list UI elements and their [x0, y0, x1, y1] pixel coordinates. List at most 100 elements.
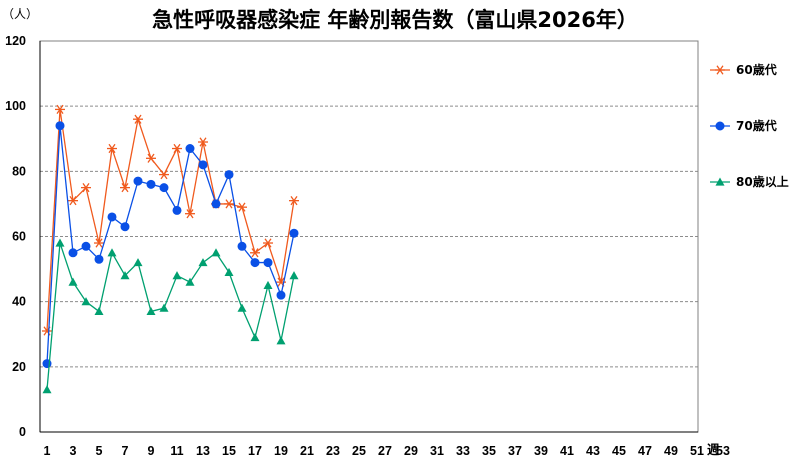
x-tick-label-7: 7 [122, 444, 129, 458]
data-point-s3-w11 [172, 271, 182, 280]
data-point-s3-w6 [107, 248, 117, 257]
data-point-s1-w17 [250, 248, 260, 258]
x-axis-unit-label: 週 [707, 442, 720, 457]
x-tick-label-21: 21 [300, 444, 314, 458]
data-point-s1-w19-stroke-2 [277, 277, 285, 287]
x-tick-label-49: 49 [664, 444, 678, 458]
data-point-s1-w11-stroke-2 [173, 143, 181, 154]
legend: 60歳代 70歳代 80歳以上 [710, 62, 789, 189]
x-tick-label-53: 53 [716, 444, 730, 458]
legend-label-1: 60歳代 [736, 62, 777, 77]
y-tick-label-80: 80 [12, 164, 26, 178]
legend-label-2: 70歳代 [736, 118, 777, 133]
data-point-s1-w16 [237, 202, 247, 212]
data-point-s1-w20 [289, 196, 299, 206]
data-point-s1-w10-stroke-2 [160, 169, 168, 180]
x-tick-label-39: 39 [534, 444, 548, 458]
x-tick-label-3: 3 [70, 444, 77, 458]
data-point-s2-w13 [198, 160, 208, 170]
x-tick-label-5: 5 [96, 444, 103, 458]
data-point-s3-w12 [185, 277, 195, 286]
data-point-s3-w7 [120, 271, 130, 280]
data-point-s1-w4-stroke-2 [82, 183, 90, 193]
data-point-s3-w3 [68, 277, 78, 286]
data-point-s1-w12 [185, 209, 195, 219]
data-point-s2-w6 [107, 212, 117, 222]
data-point-s2-w16 [237, 241, 247, 251]
x-tick-label-41: 41 [560, 444, 574, 458]
data-point-s1-w18-stroke-2 [264, 238, 272, 248]
x-tick-label-1: 1 [44, 444, 51, 458]
x-tick-label-51: 51 [690, 444, 704, 458]
y-tick-label-100: 100 [5, 99, 26, 113]
data-point-s3-w2 [55, 238, 65, 247]
data-point-s2-w20 [289, 228, 299, 238]
data-point-s2-w9 [146, 179, 156, 189]
x-tick-label-37: 37 [508, 444, 522, 458]
data-point-s2-w12 [185, 144, 195, 154]
y-tick-label-0: 0 [19, 425, 26, 439]
data-point-s2-w17 [250, 258, 260, 268]
data-point-s3-w17 [250, 333, 260, 342]
x-tick-label-25: 25 [352, 444, 366, 458]
data-point-s1-w7 [120, 183, 130, 193]
data-point-s3-w9 [146, 306, 156, 316]
legend-label-3: 80歳以上 [736, 174, 789, 189]
data-point-s1-w6 [107, 143, 117, 154]
x-tick-label-47: 47 [638, 444, 652, 458]
data-point-s2-w7 [120, 222, 130, 232]
axes [39, 41, 698, 433]
data-point-s1-w11 [172, 143, 182, 154]
x-tick-labels: 1 3 5 7 9 11 13 15 17 19 21 23 25 27 29 31 33 35 37 39 41 43 4… [44, 444, 730, 458]
data-point-s2-w4 [81, 241, 91, 251]
data-point-s1-w12-stroke-2 [186, 209, 194, 219]
x-tick-label-9: 9 [148, 444, 155, 458]
data-point-s1-w18 [263, 238, 273, 248]
legend-marker-2 [715, 121, 725, 131]
data-point-s1-w17-stroke-2 [251, 248, 259, 258]
legend-marker-1 [715, 65, 725, 75]
data-point-s2-w18 [263, 258, 273, 268]
data-point-s2-w11 [172, 205, 182, 215]
y-tick-label-40: 40 [12, 295, 26, 309]
data-point-s3-w20 [289, 271, 299, 280]
data-point-s1-w6-stroke-2 [108, 143, 116, 154]
data-point-s2-w14 [211, 199, 221, 209]
data-point-s2-w2 [55, 121, 65, 131]
data-point-s3-w8 [133, 258, 143, 267]
y-tick-label-60: 60 [12, 230, 26, 244]
data-point-s2-w5 [94, 254, 104, 264]
x-tick-label-27: 27 [378, 444, 392, 458]
data-point-s3-w4 [81, 297, 91, 306]
series-line-1 [46, 109, 295, 332]
data-point-s1-w3-stroke-2 [69, 196, 77, 206]
x-tick-label-31: 31 [430, 444, 444, 458]
data-point-s1-w9-stroke-2 [147, 153, 155, 163]
series-2 [42, 121, 299, 369]
data-point-s1-w10 [159, 169, 169, 180]
data-point-s1-w9 [146, 153, 156, 163]
data-point-s2-w10 [159, 183, 169, 193]
data-point-s3-w19 [276, 336, 286, 345]
data-point-s3-w10 [159, 303, 169, 312]
data-point-s1-w16-stroke-2 [238, 202, 246, 212]
x-tick-label-15: 15 [222, 444, 236, 458]
data-point-s3-w5 [94, 306, 104, 316]
y-axis-unit-label: （人） [2, 7, 38, 21]
data-point-s3-w14 [211, 248, 221, 257]
data-point-s3-w16 [237, 303, 247, 312]
data-point-s1-w2-stroke-2 [56, 104, 64, 115]
x-tick-label-23: 23 [326, 444, 340, 458]
chart-title: 急性呼吸器感染症 年齢別報告数（富山県2026年） [152, 8, 638, 32]
x-tick-label-11: 11 [170, 444, 183, 458]
x-tick-label-45: 45 [612, 444, 626, 458]
data-point-s1-w13 [198, 137, 208, 147]
data-point-s2-w8 [133, 176, 143, 186]
y-tick-labels: 0 20 40 60 80 100 120 [5, 34, 26, 439]
data-point-s3-w1 [42, 385, 52, 394]
legend-item-2: 70歳代 [710, 118, 777, 133]
x-tick-label-43: 43 [586, 444, 600, 458]
data-point-s1-w7-stroke-2 [121, 183, 129, 193]
x-tick-label-29: 29 [404, 444, 418, 458]
